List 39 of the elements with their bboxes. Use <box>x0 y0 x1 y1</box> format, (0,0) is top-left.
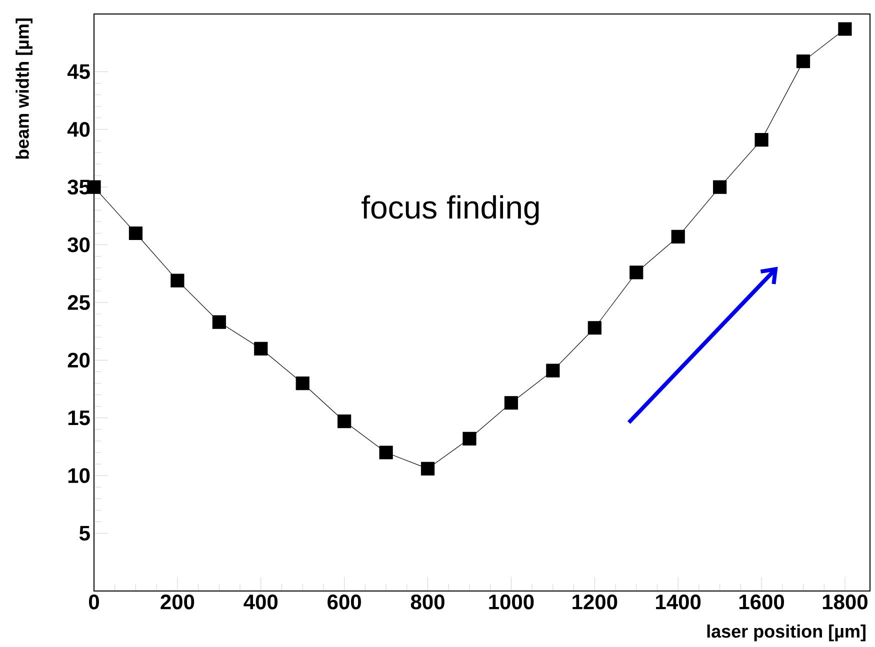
x-tick-label: 600 <box>328 594 361 610</box>
x-tick-label: 0 <box>89 594 99 610</box>
y-tick-label: 40 <box>67 122 90 137</box>
y-tick-label: 20 <box>68 352 90 368</box>
x-axis-title: laser position [µm] <box>707 624 866 642</box>
point <box>546 364 560 378</box>
point <box>212 315 226 329</box>
point <box>254 342 268 356</box>
x-tick-label: 1200 <box>572 594 618 610</box>
point <box>420 462 435 476</box>
point <box>338 414 352 428</box>
x-tick-label: 1000 <box>489 594 534 610</box>
point <box>296 376 310 390</box>
point <box>713 180 727 194</box>
point <box>671 230 685 244</box>
point <box>504 396 518 410</box>
y-tick-label: 5 <box>79 526 90 541</box>
x-tick-label: 400 <box>244 594 278 610</box>
point <box>379 446 393 460</box>
x-tick-label: 1400 <box>656 594 701 610</box>
x-tick-label: 1800 <box>822 594 868 610</box>
x-tick-label: 200 <box>160 594 194 610</box>
point <box>838 22 852 36</box>
point <box>462 432 476 446</box>
point <box>796 54 810 68</box>
y-tick-label: 25 <box>68 295 90 310</box>
y-axis-title: beam width [µm] <box>16 18 32 159</box>
y-tick-label: 10 <box>68 468 90 484</box>
y-tick-label: 15 <box>68 410 90 426</box>
y-tick-label: 45 <box>67 64 90 80</box>
point <box>128 226 143 240</box>
point <box>754 132 768 147</box>
point <box>630 266 644 280</box>
y-tick-label: 30 <box>68 237 90 252</box>
point <box>170 274 184 288</box>
x-tick-label: 800 <box>410 594 444 610</box>
point <box>588 321 602 335</box>
annotation: focus finding <box>362 195 539 226</box>
x-tick-label: 1600 <box>739 594 784 610</box>
